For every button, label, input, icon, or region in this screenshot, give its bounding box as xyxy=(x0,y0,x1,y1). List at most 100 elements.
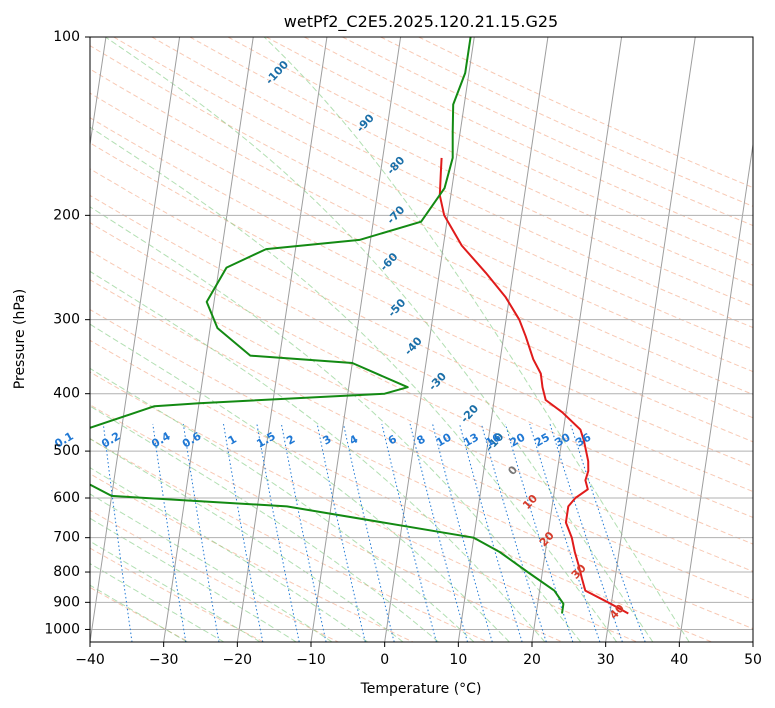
mixing-ratio-label: 30 xyxy=(553,430,573,449)
isotherm-line xyxy=(90,37,107,148)
dry-adiabat-line xyxy=(90,117,753,443)
dry-adiabat-line xyxy=(90,339,712,642)
isotherm-line xyxy=(90,37,181,642)
dry-adiabat-line xyxy=(90,68,753,396)
isotherm-label: -90 xyxy=(354,111,377,135)
moist-adiabat-line xyxy=(90,584,188,642)
mixing-ratio-label: 2 xyxy=(284,433,297,448)
y-tick-label: 400 xyxy=(53,386,80,402)
x-tick-label: −10 xyxy=(296,652,326,668)
dry-adiabat-line xyxy=(90,371,638,642)
x-axis-label: Temperature (°C) xyxy=(360,681,482,697)
moist-adiabat-line xyxy=(90,126,618,642)
y-tick-label: 100 xyxy=(53,29,80,45)
dry-adiabat-line xyxy=(90,45,753,373)
x-tick-label: −30 xyxy=(149,652,179,668)
mixing-ratio-label: 13 xyxy=(461,431,481,450)
dry-adiabat-line xyxy=(265,37,753,266)
x-tick-label: −20 xyxy=(223,652,253,668)
moist-adiabat-line xyxy=(90,405,439,642)
x-tick-label: −40 xyxy=(75,652,105,668)
moist-adiabat-line xyxy=(90,517,297,642)
y-tick-label: 700 xyxy=(53,530,80,546)
isotherm-line xyxy=(605,37,696,642)
data-series-group xyxy=(90,37,629,615)
moist-adiabat-line xyxy=(90,206,582,642)
dry-adiabat-line xyxy=(90,438,488,642)
temperature-profile-line xyxy=(438,157,629,615)
mixing-ratio-label: 0.6 xyxy=(180,429,204,450)
dry-adiabat-line xyxy=(90,547,264,642)
dry-adiabat-line xyxy=(90,473,414,642)
dry-adiabat-line xyxy=(90,168,753,493)
mixing-ratio-line xyxy=(182,423,220,642)
isotherm-label: 20 xyxy=(537,529,557,549)
mixing-ratio-line xyxy=(280,423,327,642)
isotherm-label: 10 xyxy=(520,492,540,512)
mixing-ratio-label: 8 xyxy=(414,433,427,448)
dry-adiabat-line xyxy=(189,37,753,307)
isotherm-label: -50 xyxy=(385,296,408,320)
isotherm-label: 30 xyxy=(569,561,589,581)
moist-adiabat-line xyxy=(90,563,225,642)
x-tick-label: 0 xyxy=(380,652,389,668)
x-tick-label: 20 xyxy=(523,652,541,668)
mixing-ratio-line xyxy=(316,423,366,642)
moist-adiabat-line xyxy=(105,37,654,642)
isotherm-line xyxy=(457,37,549,642)
dry-adiabat-line xyxy=(90,250,753,572)
mixing-ratio-label: 36 xyxy=(574,430,594,449)
isotherm-line xyxy=(678,141,753,642)
isotherm-line xyxy=(531,37,623,642)
dry-adiabat-line xyxy=(227,37,753,286)
dry-adiabat-line xyxy=(90,586,190,642)
isotherm-line xyxy=(752,638,753,642)
isotherm-label: -80 xyxy=(384,154,407,178)
background-reference-lines xyxy=(90,37,753,642)
y-tick-label: 900 xyxy=(53,594,80,610)
isotherm-line xyxy=(163,37,254,642)
moist-adiabat-line xyxy=(90,540,261,642)
x-tick-label: 50 xyxy=(744,652,762,668)
dry-adiabat-line xyxy=(90,279,753,601)
moist-adiabat-line xyxy=(263,37,690,642)
mixing-ratio-line xyxy=(381,423,437,642)
mixing-ratio-line xyxy=(409,423,468,642)
mixing-ratio-line xyxy=(529,423,601,642)
mixing-ratio-label: 4 xyxy=(347,432,360,447)
isotherm-line xyxy=(384,37,475,642)
mixing-ratio-line xyxy=(223,423,264,642)
y-tick-label: 500 xyxy=(53,443,80,459)
x-tick-label: 40 xyxy=(670,652,688,668)
x-tick-label: 30 xyxy=(597,652,615,668)
moist-adiabat-line xyxy=(90,438,404,642)
dry-adiabat-line xyxy=(151,37,753,329)
y-tick-label: 600 xyxy=(53,490,80,506)
dewpoint-profile-line xyxy=(90,37,565,614)
mixing-ratio-line xyxy=(343,423,395,642)
mixing-ratio-label: 25 xyxy=(532,431,552,450)
y-axis-label: Pressure (hPa) xyxy=(12,289,28,389)
isotherm-label: -20 xyxy=(458,402,481,426)
moist-adiabat-line xyxy=(90,493,333,642)
y-tick-label: 1000 xyxy=(44,621,80,637)
mixing-ratio-line xyxy=(256,423,300,642)
isotherm-line xyxy=(236,37,328,642)
isotherm-label: -100 xyxy=(263,58,292,87)
dry-adiabat-line xyxy=(90,194,753,518)
plot-frame xyxy=(89,36,754,643)
moist-adiabat-line xyxy=(90,270,546,642)
mixing-ratio-line xyxy=(459,423,523,642)
dry-adiabat-line xyxy=(90,404,563,642)
dry-adiabat-line xyxy=(304,37,753,246)
y-tick-label: 200 xyxy=(53,207,80,223)
mixing-ratio-label: 0.4 xyxy=(149,429,173,450)
mixing-ratio-line xyxy=(432,423,493,642)
y-tick-label: 800 xyxy=(53,564,80,580)
mixing-ratio-line xyxy=(152,423,187,642)
isotherm-line xyxy=(310,37,402,642)
x-tick-label: 10 xyxy=(449,652,467,668)
dry-adiabat-line xyxy=(90,92,753,419)
isotherm-label: -30 xyxy=(426,370,449,394)
